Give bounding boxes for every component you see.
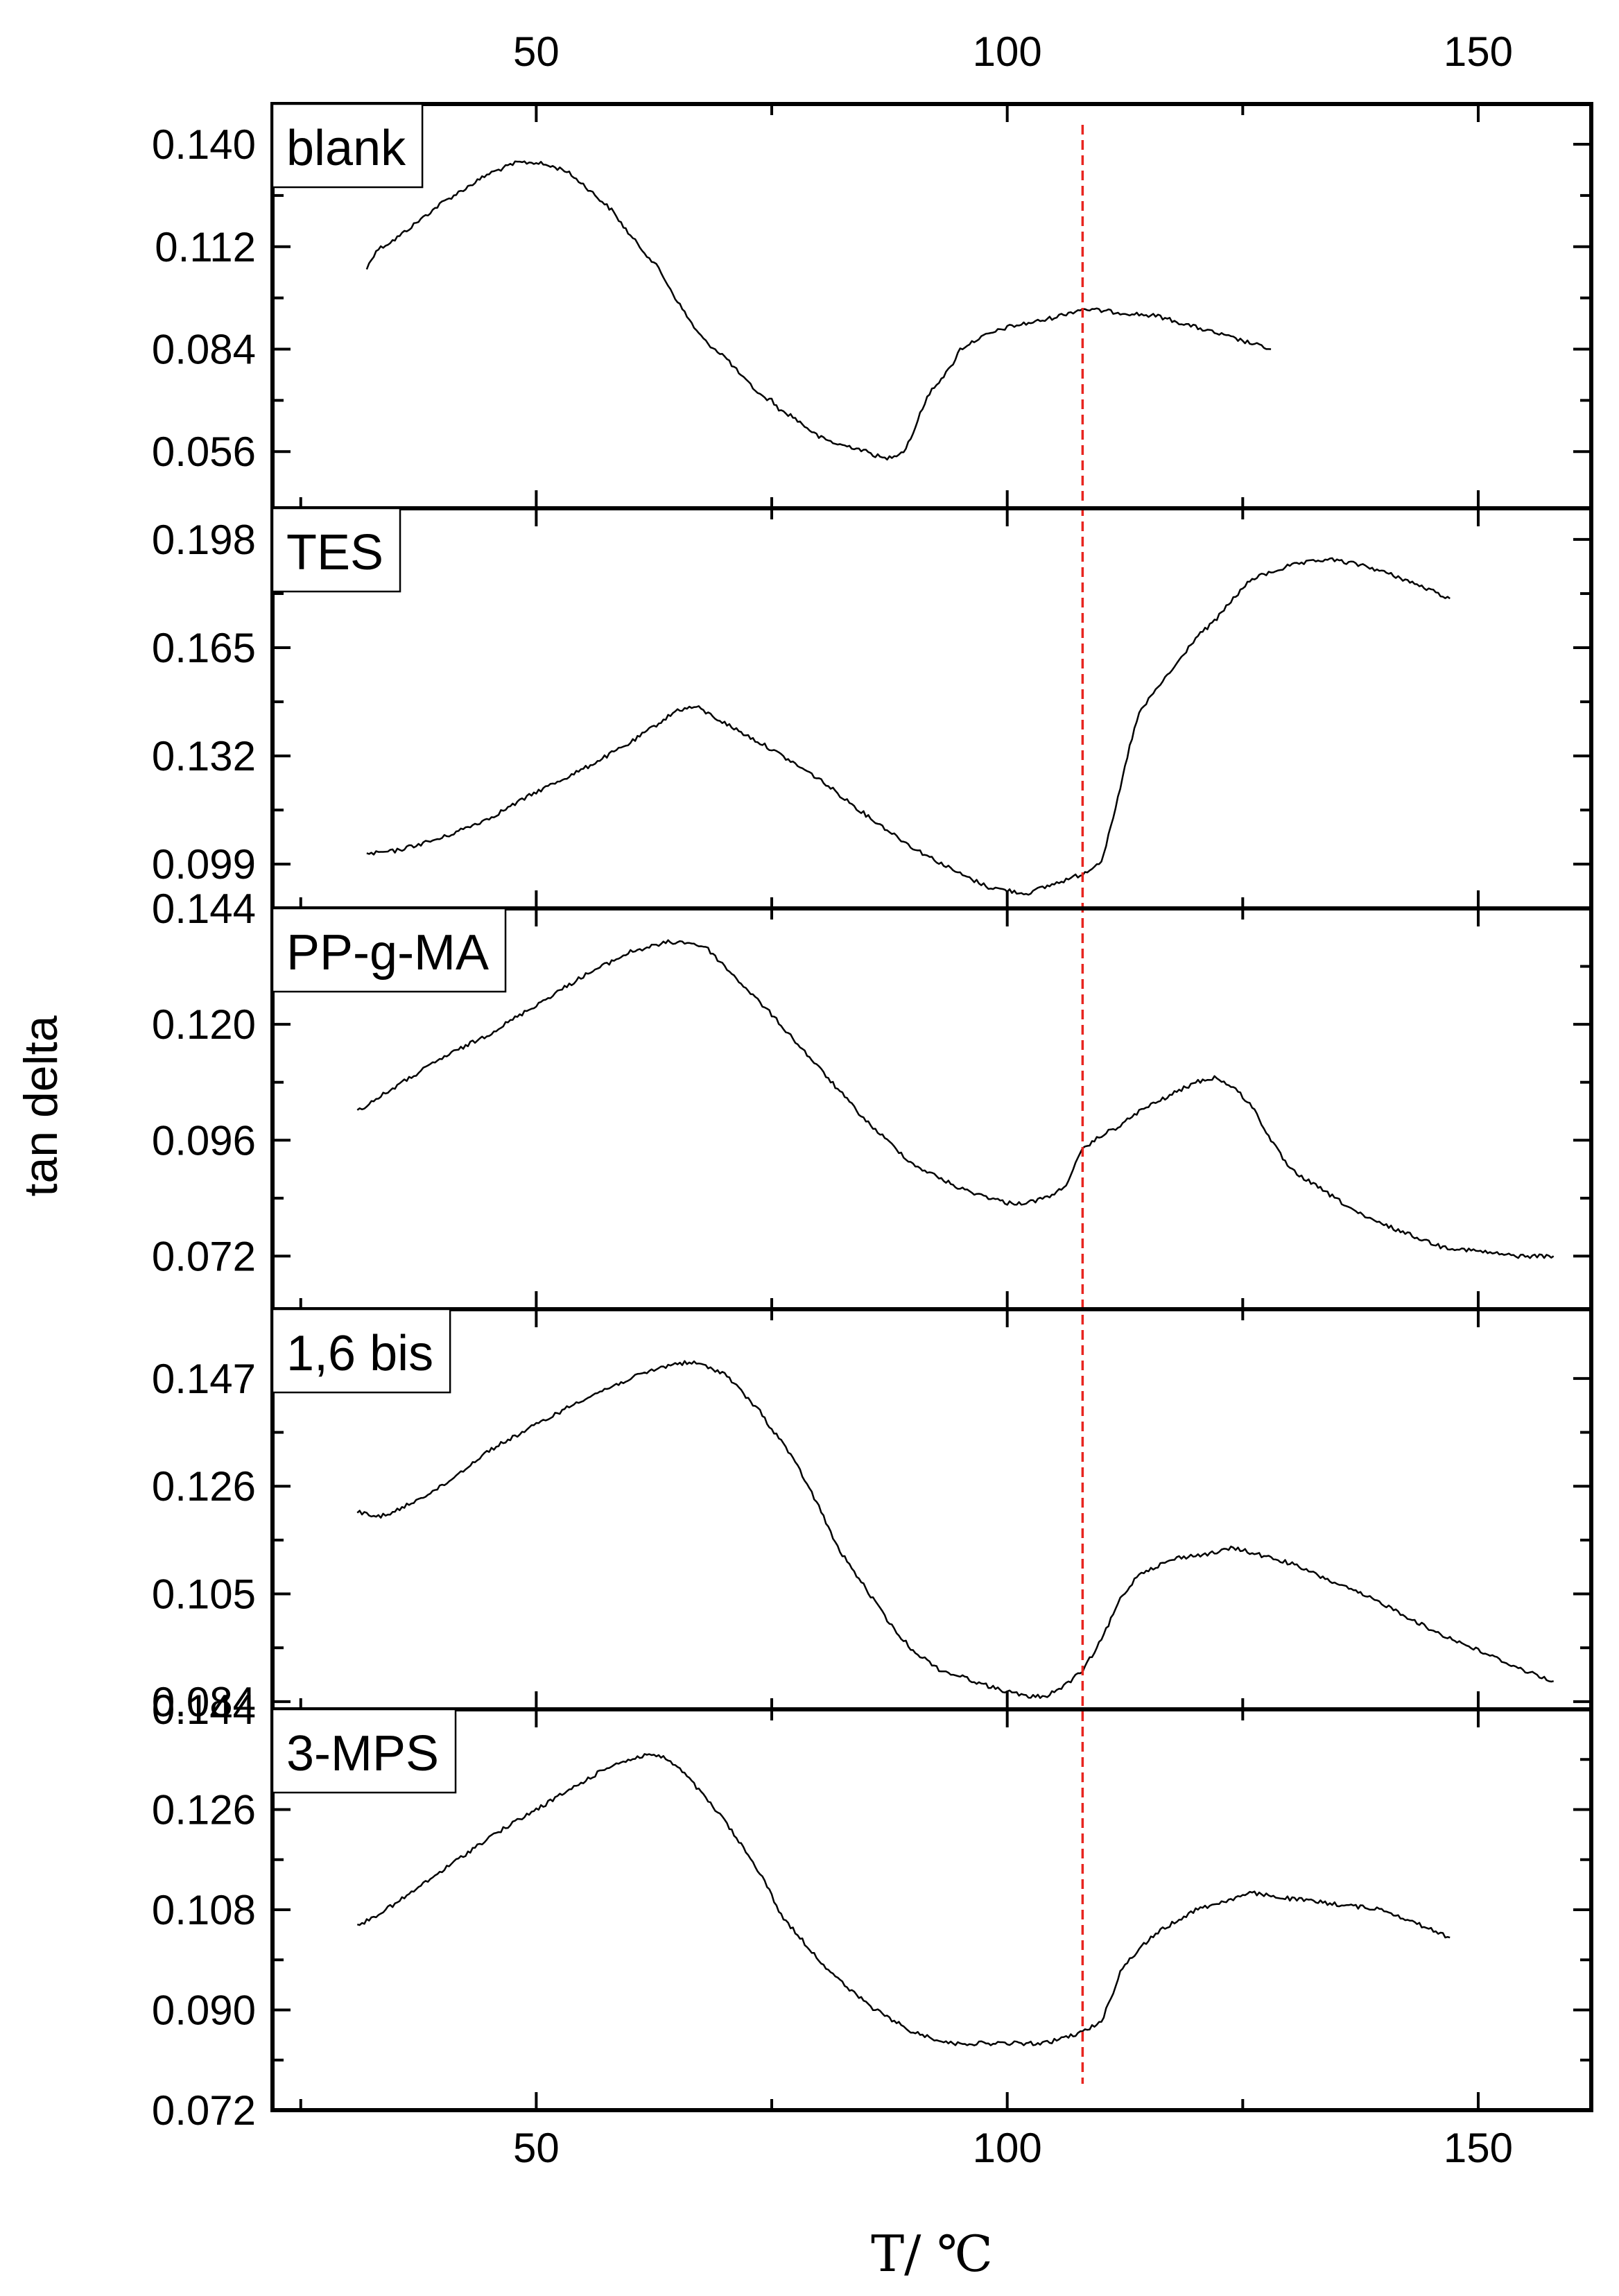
panel-frame xyxy=(270,102,1593,510)
x-tick-label-bottom: 50 xyxy=(513,2125,560,2171)
y-tick-label: 0.165 xyxy=(152,625,256,671)
x-tick-label-top: 50 xyxy=(513,28,560,75)
x-tick-label-top: 100 xyxy=(973,28,1042,75)
curve-blank xyxy=(365,160,1272,461)
tick-labels: 0.140 0.112 0.084 0.056 0.198 0.165 0.132 0.099… xyxy=(152,28,1513,2171)
y-tick-label: 0.198 xyxy=(152,517,256,563)
panel-frame xyxy=(270,1307,1593,1711)
x-tick-label-top: 150 xyxy=(1444,28,1513,75)
panel-label: blank xyxy=(286,121,406,176)
y-tick-label: 0.105 xyxy=(152,1571,256,1618)
panel-frame xyxy=(270,1707,1593,2112)
x-axis-title: T/ ℃ xyxy=(871,2225,993,2283)
curve-1-6-bis xyxy=(356,1360,1554,1699)
y-axis-title: tan delta xyxy=(15,1015,67,1196)
y-tick-label: 0.072 xyxy=(152,1233,256,1279)
y-tick-label: 0.072 xyxy=(152,2087,256,2134)
panel-label-box xyxy=(271,907,507,993)
y-tick-label: 0.084 xyxy=(152,326,256,372)
panel-label-box xyxy=(271,507,401,593)
panel-frame xyxy=(270,506,1593,910)
panel-label: 3-MPS xyxy=(286,1726,439,1781)
y-tick-label: 0.099 xyxy=(152,841,256,888)
x-tick-label-bottom: 150 xyxy=(1444,2125,1513,2171)
panel-label: PP-g-MA xyxy=(286,925,489,981)
y-tick-label: 0.126 xyxy=(152,1463,256,1510)
y-tick-label: 0.112 xyxy=(155,224,256,270)
curve-pp-g-ma xyxy=(356,939,1555,1259)
y-tick-label: 0.096 xyxy=(152,1117,256,1164)
panel-label-box xyxy=(271,1308,451,1394)
y-tick-label: 0.084 xyxy=(152,1679,256,1725)
curve-tes xyxy=(366,557,1451,896)
panel-label-box xyxy=(271,1708,457,1794)
curve-layer xyxy=(356,160,1555,2046)
panel-label: 1,6 bis xyxy=(286,1326,433,1381)
panel-label: TES xyxy=(286,525,383,580)
panel-label-box xyxy=(271,103,424,189)
y-tick-label: 0.144 xyxy=(152,1686,256,1733)
curve-3-mps xyxy=(356,1753,1451,2046)
panel-labels: blank TES PP-g-MA 1,6 bis 3-MPS xyxy=(271,103,507,1794)
y-tick-label: 0.140 xyxy=(152,121,256,168)
y-tick-label: 0.132 xyxy=(152,733,256,779)
panel-frames xyxy=(270,102,1593,2112)
y-tick-label: 0.108 xyxy=(152,1887,256,1933)
x-tick-label-bottom: 100 xyxy=(973,2125,1042,2171)
y-tick-label: 0.126 xyxy=(152,1787,256,1833)
tick-marks xyxy=(272,104,1591,2112)
y-tick-label: 0.144 xyxy=(152,886,256,932)
y-tick-label: 0.056 xyxy=(152,429,256,475)
y-tick-label: 0.090 xyxy=(152,1987,256,2034)
y-tick-label: 0.120 xyxy=(152,1001,256,1048)
y-tick-label: 0.147 xyxy=(152,1356,256,1402)
